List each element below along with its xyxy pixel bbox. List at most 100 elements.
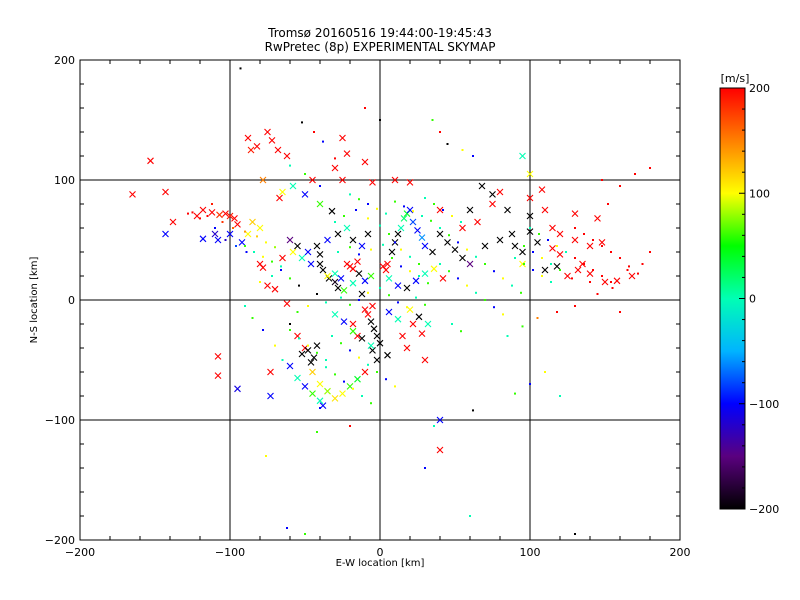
data-point-dot bbox=[239, 67, 242, 70]
data-point-dot bbox=[592, 269, 594, 271]
data-point-x bbox=[421, 242, 429, 250]
data-point-x bbox=[354, 258, 361, 265]
data-point-dot bbox=[418, 275, 420, 277]
data-point-x bbox=[283, 300, 291, 307]
y-axis-label: N-S location [km] bbox=[29, 257, 40, 344]
data-point-dot bbox=[628, 265, 630, 268]
data-point-x bbox=[334, 284, 342, 292]
data-point-dot bbox=[343, 215, 345, 217]
data-point-dot bbox=[349, 193, 351, 196]
data-point-dot bbox=[574, 257, 576, 259]
data-point-dot bbox=[265, 455, 267, 457]
data-point-x bbox=[549, 224, 556, 232]
data-point-x bbox=[391, 176, 399, 184]
data-point-x bbox=[226, 230, 234, 238]
data-point-dot bbox=[619, 311, 621, 313]
x-axis-label: E-W location [km] bbox=[336, 558, 425, 569]
data-point-dot bbox=[394, 200, 396, 203]
data-point-dot bbox=[475, 291, 477, 294]
data-point-dot bbox=[439, 227, 441, 229]
y-tick-label: 100 bbox=[54, 174, 75, 187]
x-tick-label: 100 bbox=[520, 546, 541, 559]
data-point-dot bbox=[244, 245, 246, 247]
data-point-x bbox=[316, 260, 324, 268]
data-point-dot bbox=[322, 140, 324, 143]
data-point-x bbox=[519, 152, 526, 160]
data-point-x bbox=[478, 182, 486, 190]
data-point-dot bbox=[388, 233, 390, 235]
data-point-dot bbox=[511, 284, 513, 287]
data-point-x bbox=[334, 230, 342, 238]
data-point-dot bbox=[367, 363, 369, 366]
data-point-x bbox=[208, 209, 216, 216]
data-point-dot bbox=[611, 287, 614, 289]
data-point-dot bbox=[472, 409, 474, 412]
data-point-dot bbox=[271, 260, 273, 263]
data-point-x bbox=[274, 146, 282, 154]
data-point-x bbox=[415, 313, 423, 321]
data-point-dot bbox=[634, 173, 636, 175]
data-point-dot bbox=[466, 284, 468, 287]
data-point-dot bbox=[424, 303, 426, 306]
data-point-x bbox=[298, 254, 306, 262]
data-point-x bbox=[369, 347, 376, 354]
data-point-dot bbox=[649, 251, 651, 253]
data-point-dot bbox=[538, 233, 540, 235]
data-point-x bbox=[271, 285, 279, 293]
data-point-dot bbox=[532, 269, 534, 271]
data-point-x bbox=[162, 188, 169, 196]
data-point-dot bbox=[379, 287, 381, 289]
data-point-dot bbox=[637, 272, 639, 275]
data-point-x bbox=[294, 242, 301, 250]
data-point-x bbox=[199, 235, 207, 243]
data-point-dot bbox=[379, 224, 381, 227]
data-point-dot bbox=[298, 284, 300, 287]
data-point-x bbox=[412, 277, 420, 285]
data-point-x bbox=[418, 234, 426, 241]
data-point-dot bbox=[484, 263, 486, 265]
data-point-dot bbox=[316, 351, 318, 354]
data-point-x bbox=[331, 311, 339, 318]
colorbar-tick-label: 200 bbox=[749, 82, 770, 95]
data-point-x bbox=[384, 260, 391, 268]
data-point-x bbox=[474, 218, 481, 226]
data-point-x bbox=[331, 270, 339, 277]
data-point-dot bbox=[559, 395, 561, 397]
data-point-dot bbox=[232, 227, 234, 229]
data-point-x bbox=[489, 191, 496, 198]
data-point-dot bbox=[337, 251, 339, 253]
data-point-dot bbox=[259, 281, 261, 283]
data-point-x bbox=[307, 260, 315, 268]
data-point-x bbox=[231, 215, 238, 222]
data-point-dot bbox=[610, 251, 612, 253]
data-point-x bbox=[385, 275, 393, 282]
data-point-dot bbox=[382, 243, 384, 246]
data-point-dot bbox=[211, 203, 213, 205]
data-point-x bbox=[421, 270, 429, 277]
data-point-x bbox=[259, 176, 267, 184]
data-point-x bbox=[349, 327, 357, 335]
data-point-dot bbox=[251, 317, 254, 319]
data-point-x bbox=[307, 359, 315, 366]
data-point-dot bbox=[245, 251, 248, 253]
data-point-dot bbox=[424, 197, 426, 199]
data-point-dot bbox=[388, 294, 390, 297]
data-point-dot bbox=[451, 215, 453, 217]
data-point-x bbox=[373, 356, 381, 364]
data-point-dot bbox=[460, 330, 462, 333]
data-point-x bbox=[226, 212, 234, 220]
colorbar-tick-label: 100 bbox=[749, 187, 770, 200]
data-point-x bbox=[289, 182, 297, 190]
data-point-x bbox=[382, 266, 390, 274]
data-point-dot bbox=[253, 251, 255, 253]
data-point-dot bbox=[601, 179, 603, 181]
data-point-x bbox=[385, 308, 393, 316]
data-point-x bbox=[424, 320, 432, 328]
data-point-dot bbox=[523, 263, 525, 265]
data-point-dot bbox=[343, 380, 345, 383]
data-point-x bbox=[436, 416, 444, 424]
grid-lines bbox=[80, 60, 680, 540]
data-point-x bbox=[340, 318, 348, 325]
data-point-x bbox=[267, 392, 274, 400]
